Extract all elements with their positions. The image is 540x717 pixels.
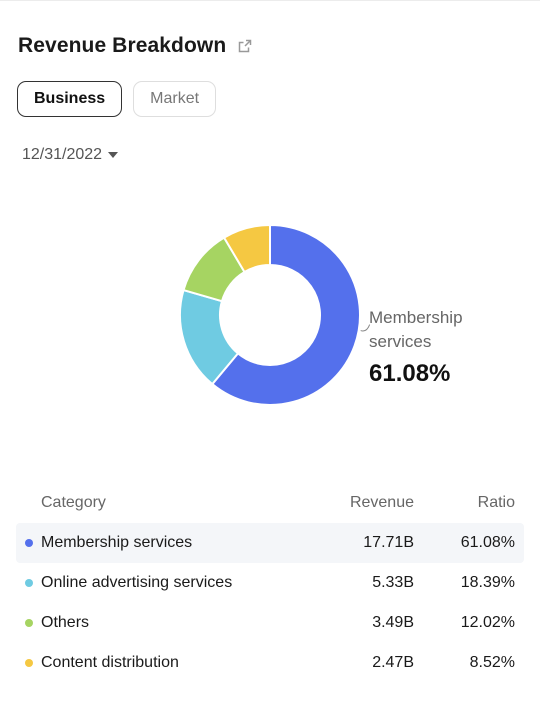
row-revenue: 17.71B [363, 534, 414, 551]
chart-callout: Membership services 61.08% [369, 306, 479, 388]
callout-value: 61.08% [369, 360, 451, 387]
legend-dot [25, 619, 33, 627]
header-category: Category [41, 494, 106, 511]
header-ratio: Ratio [477, 494, 515, 511]
table-header: Category Revenue Ratio [16, 483, 524, 523]
header: Revenue Breakdown [18, 34, 253, 58]
table-row[interactable]: Membership services 17.71B 61.08% [16, 523, 524, 563]
page-title: Revenue Breakdown [18, 34, 227, 57]
row-category: Others [41, 614, 90, 631]
breakdown-table: Category Revenue Ratio Membership servic… [16, 483, 524, 683]
tab-market[interactable]: Market [133, 81, 217, 117]
table-row[interactable]: Others 3.49B 12.02% [16, 603, 524, 643]
row-revenue: 5.33B [372, 574, 414, 591]
date-value: 12/31/2022 [22, 146, 103, 163]
tab-bar: Business Market [17, 81, 217, 117]
row-category: Content distribution [41, 654, 179, 671]
row-ratio: 8.52% [469, 654, 515, 671]
donut-chart [179, 223, 371, 406]
callout-leader-line [360, 324, 371, 332]
row-revenue: 3.49B [372, 614, 414, 631]
table-row[interactable]: Online advertising services 5.33B 18.39% [16, 563, 524, 603]
date-selector[interactable]: 12/31/2022 [22, 146, 119, 164]
donut-slice-content-distribution[interactable] [222, 223, 271, 274]
row-ratio: 18.39% [460, 574, 515, 591]
table-row[interactable]: Content distribution 2.47B 8.52% [16, 643, 524, 683]
callout-label: Membership services [369, 308, 463, 351]
share-icon[interactable] [237, 38, 253, 54]
donut-slice-membership-services[interactable] [210, 223, 361, 406]
header-revenue: Revenue [349, 494, 414, 511]
caret-down-icon [108, 152, 119, 158]
row-revenue: 2.47B [372, 654, 414, 671]
legend-dot [25, 579, 33, 587]
top-divider [0, 0, 540, 1]
legend-dot [25, 659, 33, 667]
tab-business[interactable]: Business [17, 81, 123, 117]
row-category: Membership services [41, 534, 193, 551]
legend-dot [25, 539, 33, 547]
row-ratio: 61.08% [460, 534, 515, 551]
row-ratio: 12.02% [460, 614, 515, 631]
row-category: Online advertising services [41, 574, 233, 591]
